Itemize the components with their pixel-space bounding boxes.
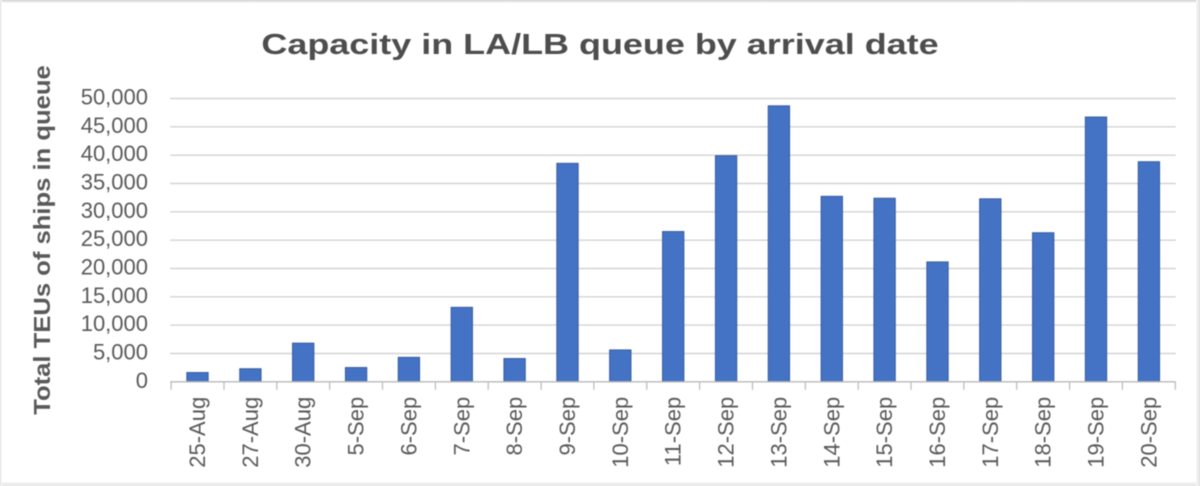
svg-text:35,000: 35,000 (81, 170, 148, 195)
svg-text:20,000: 20,000 (81, 255, 148, 280)
svg-text:Capacity in LA/LB queue by arr: Capacity in LA/LB queue by arrival date (261, 27, 938, 60)
svg-text:25,000: 25,000 (81, 226, 148, 251)
svg-text:15,000: 15,000 (81, 283, 148, 308)
svg-text:14-Sep: 14-Sep (819, 397, 844, 468)
svg-text:20-Sep: 20-Sep (1136, 397, 1161, 468)
svg-text:11-Sep: 11-Sep (661, 397, 686, 466)
svg-text:10-Sep: 10-Sep (608, 397, 633, 468)
svg-text:25-Aug: 25-Aug (185, 397, 210, 468)
svg-text:0: 0 (136, 368, 148, 393)
svg-text:30,000: 30,000 (81, 198, 148, 223)
svg-text:30-Aug: 30-Aug (291, 397, 316, 468)
svg-text:12-Sep: 12-Sep (714, 397, 739, 468)
svg-text:19-Sep: 19-Sep (1084, 397, 1109, 468)
svg-text:27-Aug: 27-Aug (238, 397, 263, 468)
svg-text:5-Sep: 5-Sep (344, 397, 369, 456)
svg-text:40,000: 40,000 (81, 141, 148, 166)
svg-text:45,000: 45,000 (81, 113, 148, 138)
svg-text:13-Sep: 13-Sep (766, 397, 791, 468)
svg-text:15-Sep: 15-Sep (872, 397, 897, 468)
svg-text:50,000: 50,000 (81, 85, 148, 110)
svg-text:7-Sep: 7-Sep (449, 397, 474, 456)
svg-text:6-Sep: 6-Sep (396, 397, 421, 456)
svg-text:5,000: 5,000 (93, 340, 148, 365)
svg-text:16-Sep: 16-Sep (925, 397, 950, 468)
svg-text:8-Sep: 8-Sep (502, 397, 527, 456)
svg-text:Total TEUs of ships in queue: Total TEUs of ships in queue (30, 65, 56, 415)
svg-text:18-Sep: 18-Sep (1031, 397, 1056, 468)
svg-text:17-Sep: 17-Sep (978, 397, 1003, 468)
svg-text:10,000: 10,000 (81, 311, 148, 336)
svg-text:9-Sep: 9-Sep (555, 397, 580, 456)
